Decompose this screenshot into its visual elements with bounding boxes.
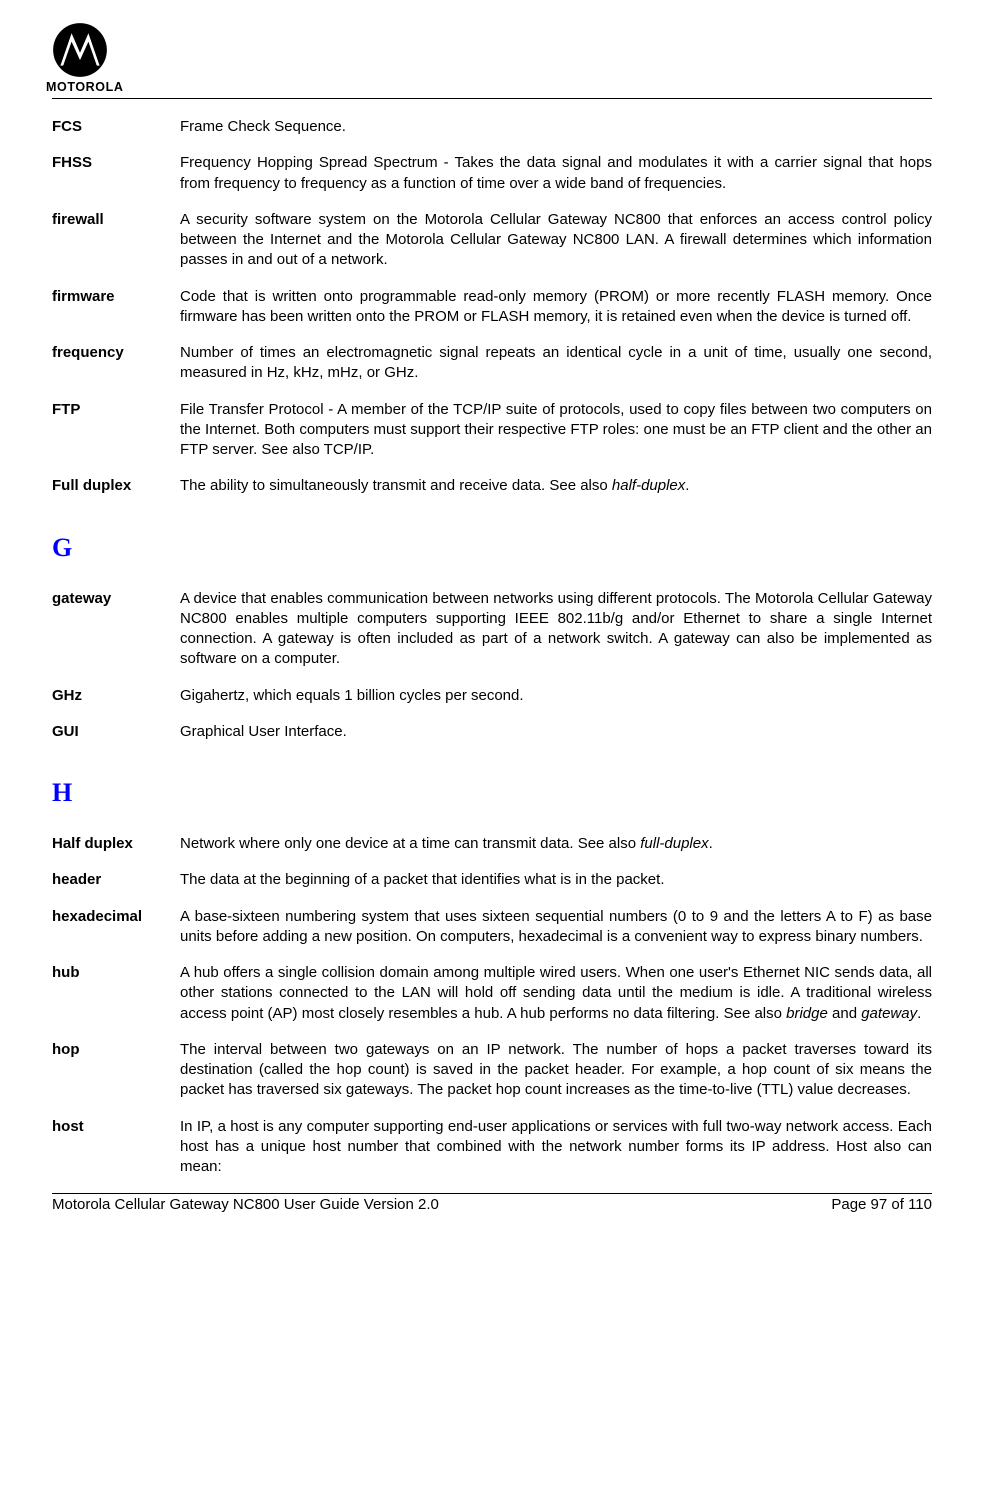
term: firewall bbox=[52, 210, 180, 230]
page: MOTOROLA FCS Frame Check Sequence. FHSS … bbox=[0, 0, 984, 1508]
definition: A device that enables communication betw… bbox=[180, 589, 932, 670]
definition: A hub offers a single collision domain a… bbox=[180, 963, 932, 1024]
footer-divider bbox=[52, 1193, 932, 1194]
term: host bbox=[52, 1117, 180, 1137]
glossary-entry: header The data at the beginning of a pa… bbox=[52, 870, 932, 890]
footer: Motorola Cellular Gateway NC800 User Gui… bbox=[52, 1196, 932, 1213]
glossary-entry: host In IP, a host is any computer suppo… bbox=[52, 1117, 932, 1178]
term: FHSS bbox=[52, 153, 180, 173]
glossary-entry: FCS Frame Check Sequence. bbox=[52, 117, 932, 137]
brand-text: MOTOROLA bbox=[46, 80, 123, 94]
term: GHz bbox=[52, 686, 180, 706]
definition: The ability to simultaneously transmit a… bbox=[180, 476, 932, 496]
entries-f: FCS Frame Check Sequence. FHSS Frequency… bbox=[52, 117, 932, 497]
term: FCS bbox=[52, 117, 180, 137]
glossary-entry: FTP File Transfer Protocol - A member of… bbox=[52, 400, 932, 461]
definition: The interval between two gateways on an … bbox=[180, 1040, 932, 1101]
term: FTP bbox=[52, 400, 180, 420]
section-letter-h: H bbox=[52, 778, 932, 808]
definition: Gigahertz, which equals 1 billion cycles… bbox=[180, 686, 932, 706]
footer-right: Page 97 of 110 bbox=[831, 1196, 932, 1213]
definition: Frame Check Sequence. bbox=[180, 117, 932, 137]
header-divider bbox=[52, 98, 932, 99]
definition: A base-sixteen numbering system that use… bbox=[180, 907, 932, 948]
definition: File Transfer Protocol - A member of the… bbox=[180, 400, 932, 461]
glossary-entry: GUI Graphical User Interface. bbox=[52, 722, 932, 742]
definition: Number of times an electromagnetic signa… bbox=[180, 343, 932, 384]
header-logo: MOTOROLA bbox=[52, 22, 932, 94]
definition: Network where only one device at a time … bbox=[180, 834, 932, 854]
term: frequency bbox=[52, 343, 180, 363]
term: Half duplex bbox=[52, 834, 180, 854]
glossary-entry: firewall A security software system on t… bbox=[52, 210, 932, 271]
entries-g: gateway A device that enables communicat… bbox=[52, 589, 932, 743]
glossary-entry: gateway A device that enables communicat… bbox=[52, 589, 932, 670]
footer-left: Motorola Cellular Gateway NC800 User Gui… bbox=[52, 1196, 439, 1213]
term: GUI bbox=[52, 722, 180, 742]
term: hub bbox=[52, 963, 180, 983]
glossary-entry: frequency Number of times an electromagn… bbox=[52, 343, 932, 384]
glossary-entry: GHz Gigahertz, which equals 1 billion cy… bbox=[52, 686, 932, 706]
glossary-entry: firmware Code that is written onto progr… bbox=[52, 287, 932, 328]
definition: The data at the beginning of a packet th… bbox=[180, 870, 932, 890]
glossary-entry: hop The interval between two gateways on… bbox=[52, 1040, 932, 1101]
definition: In IP, a host is any computer supporting… bbox=[180, 1117, 932, 1178]
term: Full duplex bbox=[52, 476, 180, 496]
definition: Graphical User Interface. bbox=[180, 722, 932, 742]
motorola-logo-icon bbox=[52, 22, 108, 78]
term: header bbox=[52, 870, 180, 890]
definition: A security software system on the Motoro… bbox=[180, 210, 932, 271]
glossary-entry: hub A hub offers a single collision doma… bbox=[52, 963, 932, 1024]
definition: Code that is written onto programmable r… bbox=[180, 287, 932, 328]
term: gateway bbox=[52, 589, 180, 609]
section-letter-g: G bbox=[52, 533, 932, 563]
glossary-entry: Half duplex Network where only one devic… bbox=[52, 834, 932, 854]
definition: Frequency Hopping Spread Spectrum - Take… bbox=[180, 153, 932, 194]
glossary-entry: FHSS Frequency Hopping Spread Spectrum -… bbox=[52, 153, 932, 194]
term: firmware bbox=[52, 287, 180, 307]
term: hexadecimal bbox=[52, 907, 180, 927]
glossary-entry: hexadecimal A base-sixteen numbering sys… bbox=[52, 907, 932, 948]
term: hop bbox=[52, 1040, 180, 1060]
glossary-entry: Full duplex The ability to simultaneousl… bbox=[52, 476, 932, 496]
entries-h: Half duplex Network where only one devic… bbox=[52, 834, 932, 1177]
